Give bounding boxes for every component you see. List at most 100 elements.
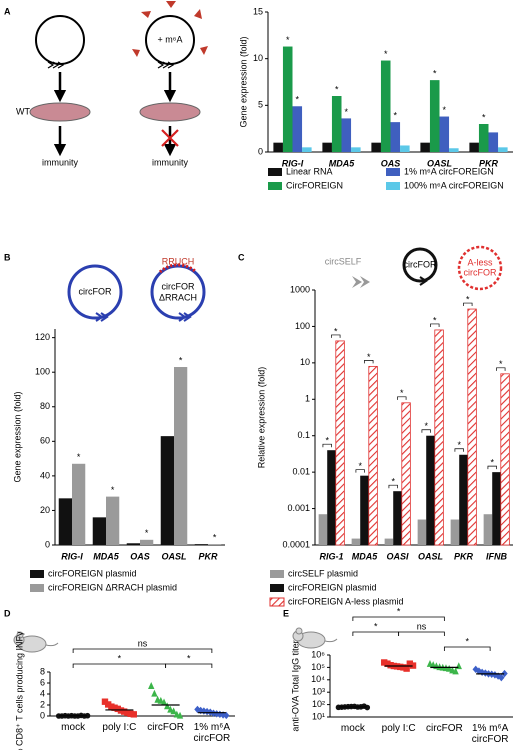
x-tick-label: 1% m⁶A circFOR <box>193 722 231 744</box>
y-tick-label: 15 <box>253 6 263 16</box>
point <box>501 669 508 678</box>
x-tick-label: MDA5 <box>93 551 119 561</box>
significance-label: * <box>335 84 339 94</box>
point <box>223 711 230 720</box>
significance-label: * <box>394 111 398 121</box>
panel-letter: E <box>283 608 289 618</box>
comparison-label: * <box>433 315 437 325</box>
circ-for-mutant <box>150 264 206 320</box>
x-tick-label: mock <box>340 723 365 734</box>
diagram-label: circFOR <box>404 259 437 269</box>
x-tick-label: OASL <box>161 551 186 561</box>
bar <box>322 142 332 152</box>
legend-swatch <box>270 584 284 592</box>
point <box>452 667 459 675</box>
mutated-sites <box>158 263 198 274</box>
bar <box>488 132 499 152</box>
y-tick-label: 10 <box>300 357 310 367</box>
point <box>364 704 371 711</box>
comparison-bracket <box>72 648 213 653</box>
comparison-label: * <box>358 461 362 471</box>
point <box>455 662 462 670</box>
circ-for <box>402 247 438 283</box>
y-tick-label: 60 <box>40 436 50 446</box>
x-tick-label: poly I:C <box>381 723 416 734</box>
legend-label: CircFOREIGN <box>286 180 343 190</box>
legend-label: circSELF plasmid <box>288 568 358 578</box>
point <box>213 710 220 718</box>
diagram-label: ΔRRACH <box>159 292 197 302</box>
bar <box>450 519 460 545</box>
y-tick-label: 2 <box>40 699 45 709</box>
legend-swatch <box>268 182 282 190</box>
diagram-label: immunity <box>42 157 79 167</box>
comparison-label: * <box>187 653 191 663</box>
block-cross <box>161 129 179 147</box>
y-tick-label: 10³ <box>312 687 325 697</box>
diagram-a: + m⁶A WT immunity immunity <box>16 1 208 167</box>
bar <box>469 142 479 152</box>
chevrons <box>157 61 175 69</box>
significance-label: * <box>286 35 290 45</box>
y-tick-label: 0.001 <box>287 503 310 513</box>
mouse-icon <box>13 631 59 653</box>
dish <box>29 102 91 122</box>
y-tick-label: 8 <box>40 666 45 676</box>
comparison-label: * <box>400 388 404 398</box>
comparison-label: * <box>465 636 469 646</box>
chevrons <box>178 312 192 322</box>
legend-label: Linear RNA <box>286 166 333 176</box>
y-tick-label: 10⁶ <box>311 649 325 659</box>
significance-label: * <box>384 49 388 59</box>
chevrons <box>95 312 109 322</box>
point <box>164 702 171 710</box>
x-tick-label: RIG-I <box>61 551 83 561</box>
bar <box>498 147 508 152</box>
x-tick-label: MDA5 <box>352 551 378 561</box>
x-tick-label: OAS <box>381 158 401 168</box>
comparison-label: * <box>118 653 122 663</box>
y-tick-label: 0.0001 <box>282 539 310 549</box>
bar <box>318 514 328 545</box>
bar <box>467 308 477 546</box>
m6a-marks <box>132 1 208 57</box>
comparison-bracket <box>352 631 400 636</box>
point <box>160 698 168 706</box>
x-tick-label: 1% m⁶A circFOR <box>471 723 509 745</box>
y-tick-label: 120 <box>35 332 50 342</box>
x-tick-label: MDA5 <box>329 158 355 168</box>
bar <box>140 539 154 545</box>
bar <box>92 517 106 545</box>
diagram-label: circFOR <box>79 286 112 296</box>
significance-label: * <box>213 533 217 543</box>
y-tick-label: 0 <box>258 146 263 156</box>
circ-self-icon <box>352 276 370 288</box>
bar <box>351 147 361 152</box>
x-tick-label: PKR <box>454 551 474 561</box>
y-axis-label: Gene expression (fold) <box>12 391 22 482</box>
diagram-label: + m⁶A <box>158 34 183 44</box>
comparison-label: * <box>499 359 503 369</box>
point <box>151 689 158 697</box>
point <box>200 707 208 715</box>
comparison-bracket <box>388 484 398 489</box>
point <box>130 711 137 718</box>
legend-label: circFOREIGN A-less plasmid <box>288 596 404 606</box>
y-tick-label: 10⁴ <box>311 674 325 684</box>
point <box>397 663 404 671</box>
bar <box>58 498 72 545</box>
bar <box>380 60 391 152</box>
y-tick-label: 1000 <box>290 284 310 294</box>
chevrons <box>419 276 428 286</box>
diagram-c: circSELF circFOR A-less circFOR <box>325 245 503 291</box>
legend-swatch <box>30 584 44 592</box>
circ-rna <box>35 15 85 65</box>
bar <box>360 475 369 545</box>
significance-label: * <box>111 485 115 495</box>
legend-swatch <box>386 168 400 176</box>
x-tick-label: PKR <box>479 158 499 168</box>
bar <box>341 118 352 152</box>
comparison-label: ns <box>417 621 427 631</box>
comparison-label: * <box>490 458 494 468</box>
